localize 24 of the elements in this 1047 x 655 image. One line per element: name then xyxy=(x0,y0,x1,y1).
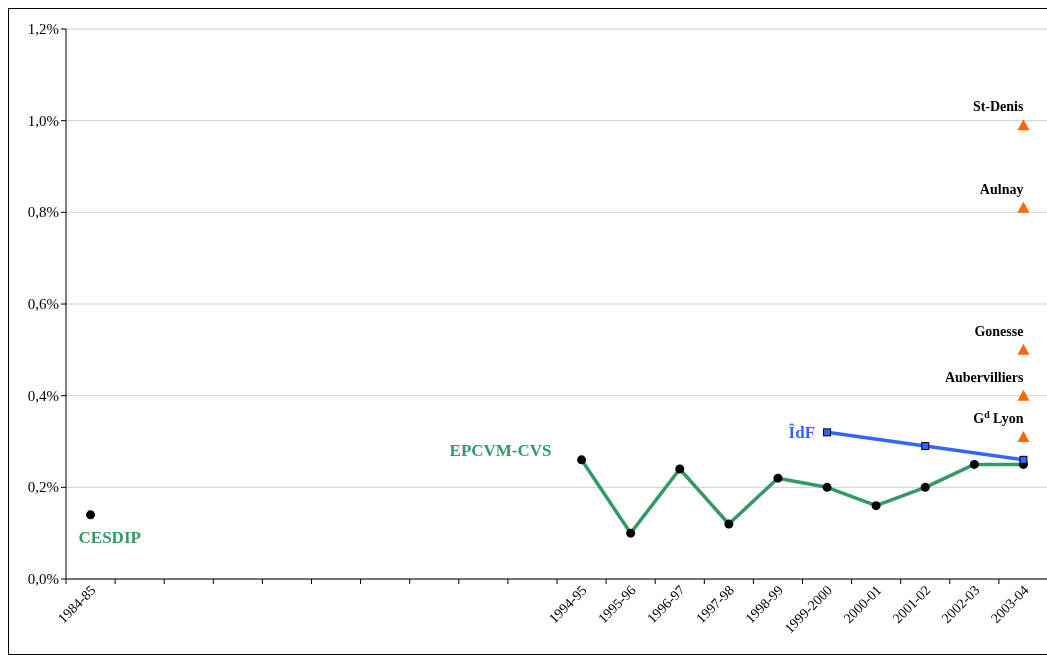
point xyxy=(1017,201,1030,213)
y-tick-label: 0,2% xyxy=(27,479,59,496)
y-tick-label: 1,0% xyxy=(27,112,59,129)
point xyxy=(86,510,96,520)
annotation: Gonesse xyxy=(974,323,1024,339)
point xyxy=(823,428,832,437)
series-label: EPCVM-CVS xyxy=(449,440,552,460)
point xyxy=(1017,343,1030,355)
point xyxy=(1017,389,1030,401)
annotation: Aubervilliers xyxy=(944,369,1024,385)
series-label: ÎdF xyxy=(788,423,816,443)
y-tick-label: 1,2% xyxy=(27,21,59,37)
y-tick-label: 0,8% xyxy=(27,204,59,221)
y-tick-label: 0,0% xyxy=(27,571,59,587)
y-tick-label: 0,6% xyxy=(27,296,59,312)
point xyxy=(921,442,930,451)
y-tick-label: 0,4% xyxy=(27,387,59,404)
annotation: CESDIP xyxy=(78,527,141,547)
annotation: G$^{d}$ Lyon xyxy=(973,408,1024,426)
annotation: Aulnay xyxy=(979,181,1024,197)
annotation: St-Denis xyxy=(972,99,1024,115)
point xyxy=(1017,430,1030,442)
point xyxy=(1017,119,1030,131)
point xyxy=(1019,455,1028,464)
